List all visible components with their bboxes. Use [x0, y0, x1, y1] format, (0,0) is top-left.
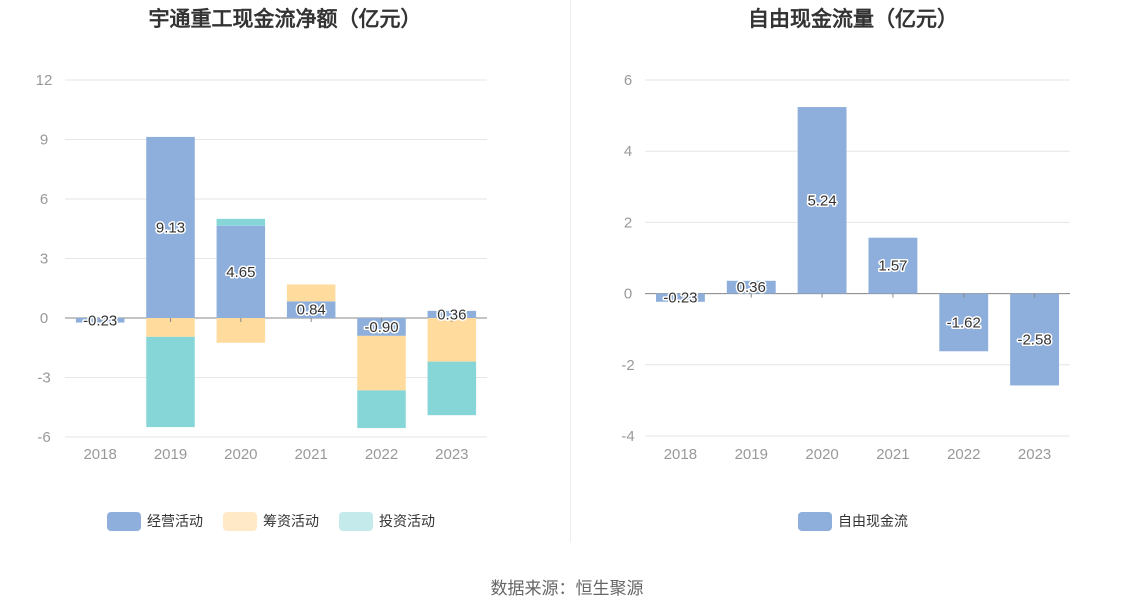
- data-label: -0.23: [663, 290, 697, 307]
- bar-2022-0: [357, 318, 406, 336]
- y-tick-label: 9: [40, 132, 48, 149]
- x-tick-label: 2023: [435, 446, 468, 463]
- data-label: 0.36: [437, 306, 466, 323]
- data-label: 0.36: [737, 279, 766, 296]
- legend-label-fcf: 自由现金流: [838, 514, 908, 530]
- x-tick-label: 2023: [1018, 446, 1051, 463]
- y-tick-label: 4: [624, 143, 632, 160]
- bar-2019-2: [146, 336, 195, 428]
- data-source: 数据来源：恒生聚源: [490, 579, 644, 599]
- bar-2023-2: [427, 361, 477, 416]
- x-tick-label: 2022: [365, 446, 398, 463]
- free-cashflow-chart: 6 4 2 0 -2 -4 2018 -0.23 2019 0.36 2020 5.24 2021 1.5…: [621, 72, 1070, 463]
- data-label: -0.90: [364, 319, 398, 336]
- legend-label-financing: 筹资活动: [263, 514, 319, 530]
- x-tick-label: 2022: [947, 446, 980, 463]
- right-legend: 自由现金流: [798, 511, 908, 531]
- y-tick-label: 2: [624, 214, 632, 231]
- legend-swatch-operating: [107, 511, 141, 531]
- chart-divider: [570, 0, 571, 542]
- legend-label-operating: 经营活动: [147, 514, 203, 530]
- y-tick-label: -2: [621, 357, 634, 374]
- x-tick-label: 2019: [735, 446, 768, 463]
- bar-2023-1: [427, 318, 477, 362]
- y-tick-label: -6: [37, 429, 50, 446]
- legend-swatch-investing: [339, 511, 373, 531]
- bar-2020-0: [797, 107, 847, 294]
- bar-2020-1: [216, 318, 266, 343]
- left-legend: 经营活动 筹资活动 投资活动: [107, 511, 435, 531]
- data-label: -2.58: [1017, 332, 1051, 349]
- y-tick-label: 6: [624, 72, 632, 89]
- x-tick-label: 2019: [154, 446, 187, 463]
- x-tick-label: 2021: [876, 446, 909, 463]
- y-tick-label: 12: [36, 72, 53, 89]
- x-tick-label: 2020: [805, 446, 838, 463]
- bar-2019-1: [146, 318, 195, 337]
- left-chart-title: 宇通重工现金流净额（亿元）: [148, 7, 422, 31]
- x-tick-label: 2018: [664, 446, 697, 463]
- data-label: 0.84: [297, 302, 326, 319]
- bar-2019-0: [146, 136, 195, 318]
- bar-2022-0: [939, 293, 989, 352]
- data-label: 4.65: [226, 264, 255, 281]
- legend-item-fcf[interactable]: 自由现金流: [798, 511, 908, 531]
- data-label: -0.23: [83, 312, 117, 329]
- bar-2023-0: [1010, 293, 1060, 386]
- data-label: -1.62: [947, 314, 981, 331]
- y-tick-label: 0: [624, 286, 632, 303]
- x-tick-label: 2021: [294, 446, 327, 463]
- y-tick-label: 6: [40, 191, 48, 208]
- bar-2019-0: [726, 280, 776, 294]
- bar-2020-2: [216, 218, 266, 226]
- y-tick-label: 3: [40, 251, 48, 268]
- right-chart-title: 自由现金流量（亿元）: [748, 7, 958, 31]
- y-tick-label: 0: [40, 310, 48, 327]
- bar-2023-0: [427, 310, 477, 318]
- y-tick-label: -3: [37, 370, 50, 387]
- bar-2021-0: [286, 301, 336, 318]
- legend-item-operating[interactable]: 经营活动: [107, 511, 203, 531]
- bar-2021-1: [286, 284, 336, 302]
- x-tick-label: 2018: [83, 446, 116, 463]
- bar-2020-0: [216, 225, 266, 318]
- legend-swatch-financing: [223, 511, 257, 531]
- legend-label-investing: 投资活动: [379, 514, 435, 530]
- cashflow-net-chart: 12 9 6 3 0 -3 -6 2018 -0.23 2019 9.13 2020 4.65 2021 0…: [36, 72, 487, 463]
- data-label: 5.24: [807, 192, 836, 209]
- legend-swatch-fcf: [798, 511, 832, 531]
- data-label: 9.13: [156, 219, 185, 236]
- bar-2021-0: [868, 237, 918, 294]
- x-tick-label: 2020: [224, 446, 257, 463]
- y-tick-label: -4: [621, 428, 634, 445]
- bar-2022-2: [357, 390, 406, 429]
- bar-2022-1: [357, 335, 406, 391]
- legend-item-financing[interactable]: 筹资活动: [223, 511, 319, 531]
- legend-item-investing[interactable]: 投资活动: [339, 511, 435, 531]
- bar-2018-0: [655, 293, 705, 302]
- data-label: 1.57: [878, 258, 907, 275]
